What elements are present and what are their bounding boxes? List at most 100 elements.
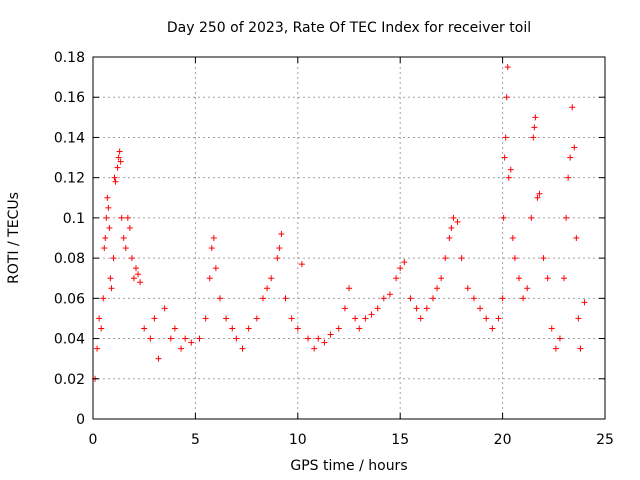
data-point (117, 158, 124, 165)
data-point (502, 134, 509, 141)
data-point (464, 285, 471, 292)
data-point (171, 325, 178, 332)
data-point (448, 224, 455, 231)
data-point (438, 275, 445, 282)
data-point (161, 305, 168, 312)
data-point (362, 315, 369, 322)
data-point (531, 124, 538, 131)
data-point (504, 64, 511, 71)
data-point (327, 331, 334, 338)
data-point (102, 235, 109, 241)
data-point (98, 325, 105, 332)
data-point (581, 299, 588, 306)
data-point (534, 194, 541, 201)
data-point (103, 214, 110, 221)
data-point (115, 154, 122, 161)
data-point (126, 224, 133, 231)
data-point (223, 315, 230, 322)
x-tick-label: 5 (191, 432, 200, 448)
data-point (380, 295, 387, 302)
data-point (374, 305, 381, 312)
data-point (407, 295, 414, 302)
data-point (548, 325, 555, 332)
data-point (532, 114, 539, 121)
plot-frame (92, 56, 606, 420)
y-tick-label: 0.16 (54, 90, 85, 106)
data-point (268, 275, 275, 282)
data-point (528, 214, 535, 221)
data-point (524, 285, 531, 292)
data-point (552, 345, 559, 352)
data-point (274, 255, 281, 262)
data-point (104, 194, 111, 201)
data-point (202, 315, 209, 322)
data-point (495, 315, 502, 322)
y-tick-label: 0.14 (54, 130, 85, 146)
data-point (133, 265, 140, 272)
data-point (520, 295, 527, 302)
x-tick-label: 15 (391, 432, 409, 448)
data-point (450, 214, 457, 221)
data-point (321, 339, 328, 346)
chart-title: Day 250 of 2023, Rate Of TEC Index for r… (167, 20, 531, 36)
data-point (239, 345, 246, 352)
data-point (556, 335, 563, 342)
data-point (245, 325, 252, 332)
data-point (155, 355, 162, 362)
data-point (137, 279, 144, 286)
data-point (298, 261, 305, 268)
data-point (335, 325, 342, 332)
data-point (212, 265, 219, 272)
data-point (511, 255, 518, 262)
data-point (210, 235, 217, 241)
data-point (341, 305, 348, 312)
data-point (124, 214, 131, 221)
data-point (509, 235, 516, 241)
data-point (477, 305, 484, 312)
data-point (429, 295, 436, 302)
x-axis-label: GPS time / hours (290, 458, 407, 474)
data-point (151, 315, 158, 322)
data-point (229, 325, 236, 332)
data-point (264, 285, 271, 292)
y-tick-label: 0.06 (54, 291, 85, 307)
data-point (135, 271, 142, 278)
data-point (106, 224, 113, 231)
data-point (167, 335, 174, 342)
data-point (101, 245, 108, 252)
y-tick-label: 0.08 (54, 251, 85, 267)
y-axis-label: ROTI / TECUs (6, 192, 22, 284)
data-point (356, 325, 363, 332)
x-tick-label: 20 (494, 432, 512, 448)
data-point (530, 134, 537, 141)
data-point (417, 315, 424, 322)
data-point (208, 245, 215, 252)
data-point (315, 335, 322, 342)
data-point (114, 164, 121, 171)
data-point (94, 345, 101, 352)
data-point (278, 230, 285, 237)
y-tick-label: 0.02 (54, 372, 85, 388)
data-point (100, 295, 107, 302)
data-point (571, 144, 578, 151)
data-point (577, 345, 584, 352)
data-point (96, 315, 103, 322)
data-point (352, 315, 359, 322)
data-point (108, 285, 115, 292)
data-point (259, 295, 266, 302)
data-point (206, 275, 213, 282)
x-tick-label: 10 (289, 432, 307, 448)
data-point (253, 315, 260, 322)
data-point (188, 339, 195, 346)
data-point (540, 255, 547, 262)
data-point (182, 335, 189, 342)
data-point (458, 255, 465, 262)
data-point (386, 291, 393, 298)
data-point (489, 325, 496, 332)
data-point (397, 265, 404, 272)
data-point (470, 295, 477, 302)
data-point (442, 255, 449, 262)
data-point (118, 214, 125, 221)
data-point (141, 325, 148, 332)
